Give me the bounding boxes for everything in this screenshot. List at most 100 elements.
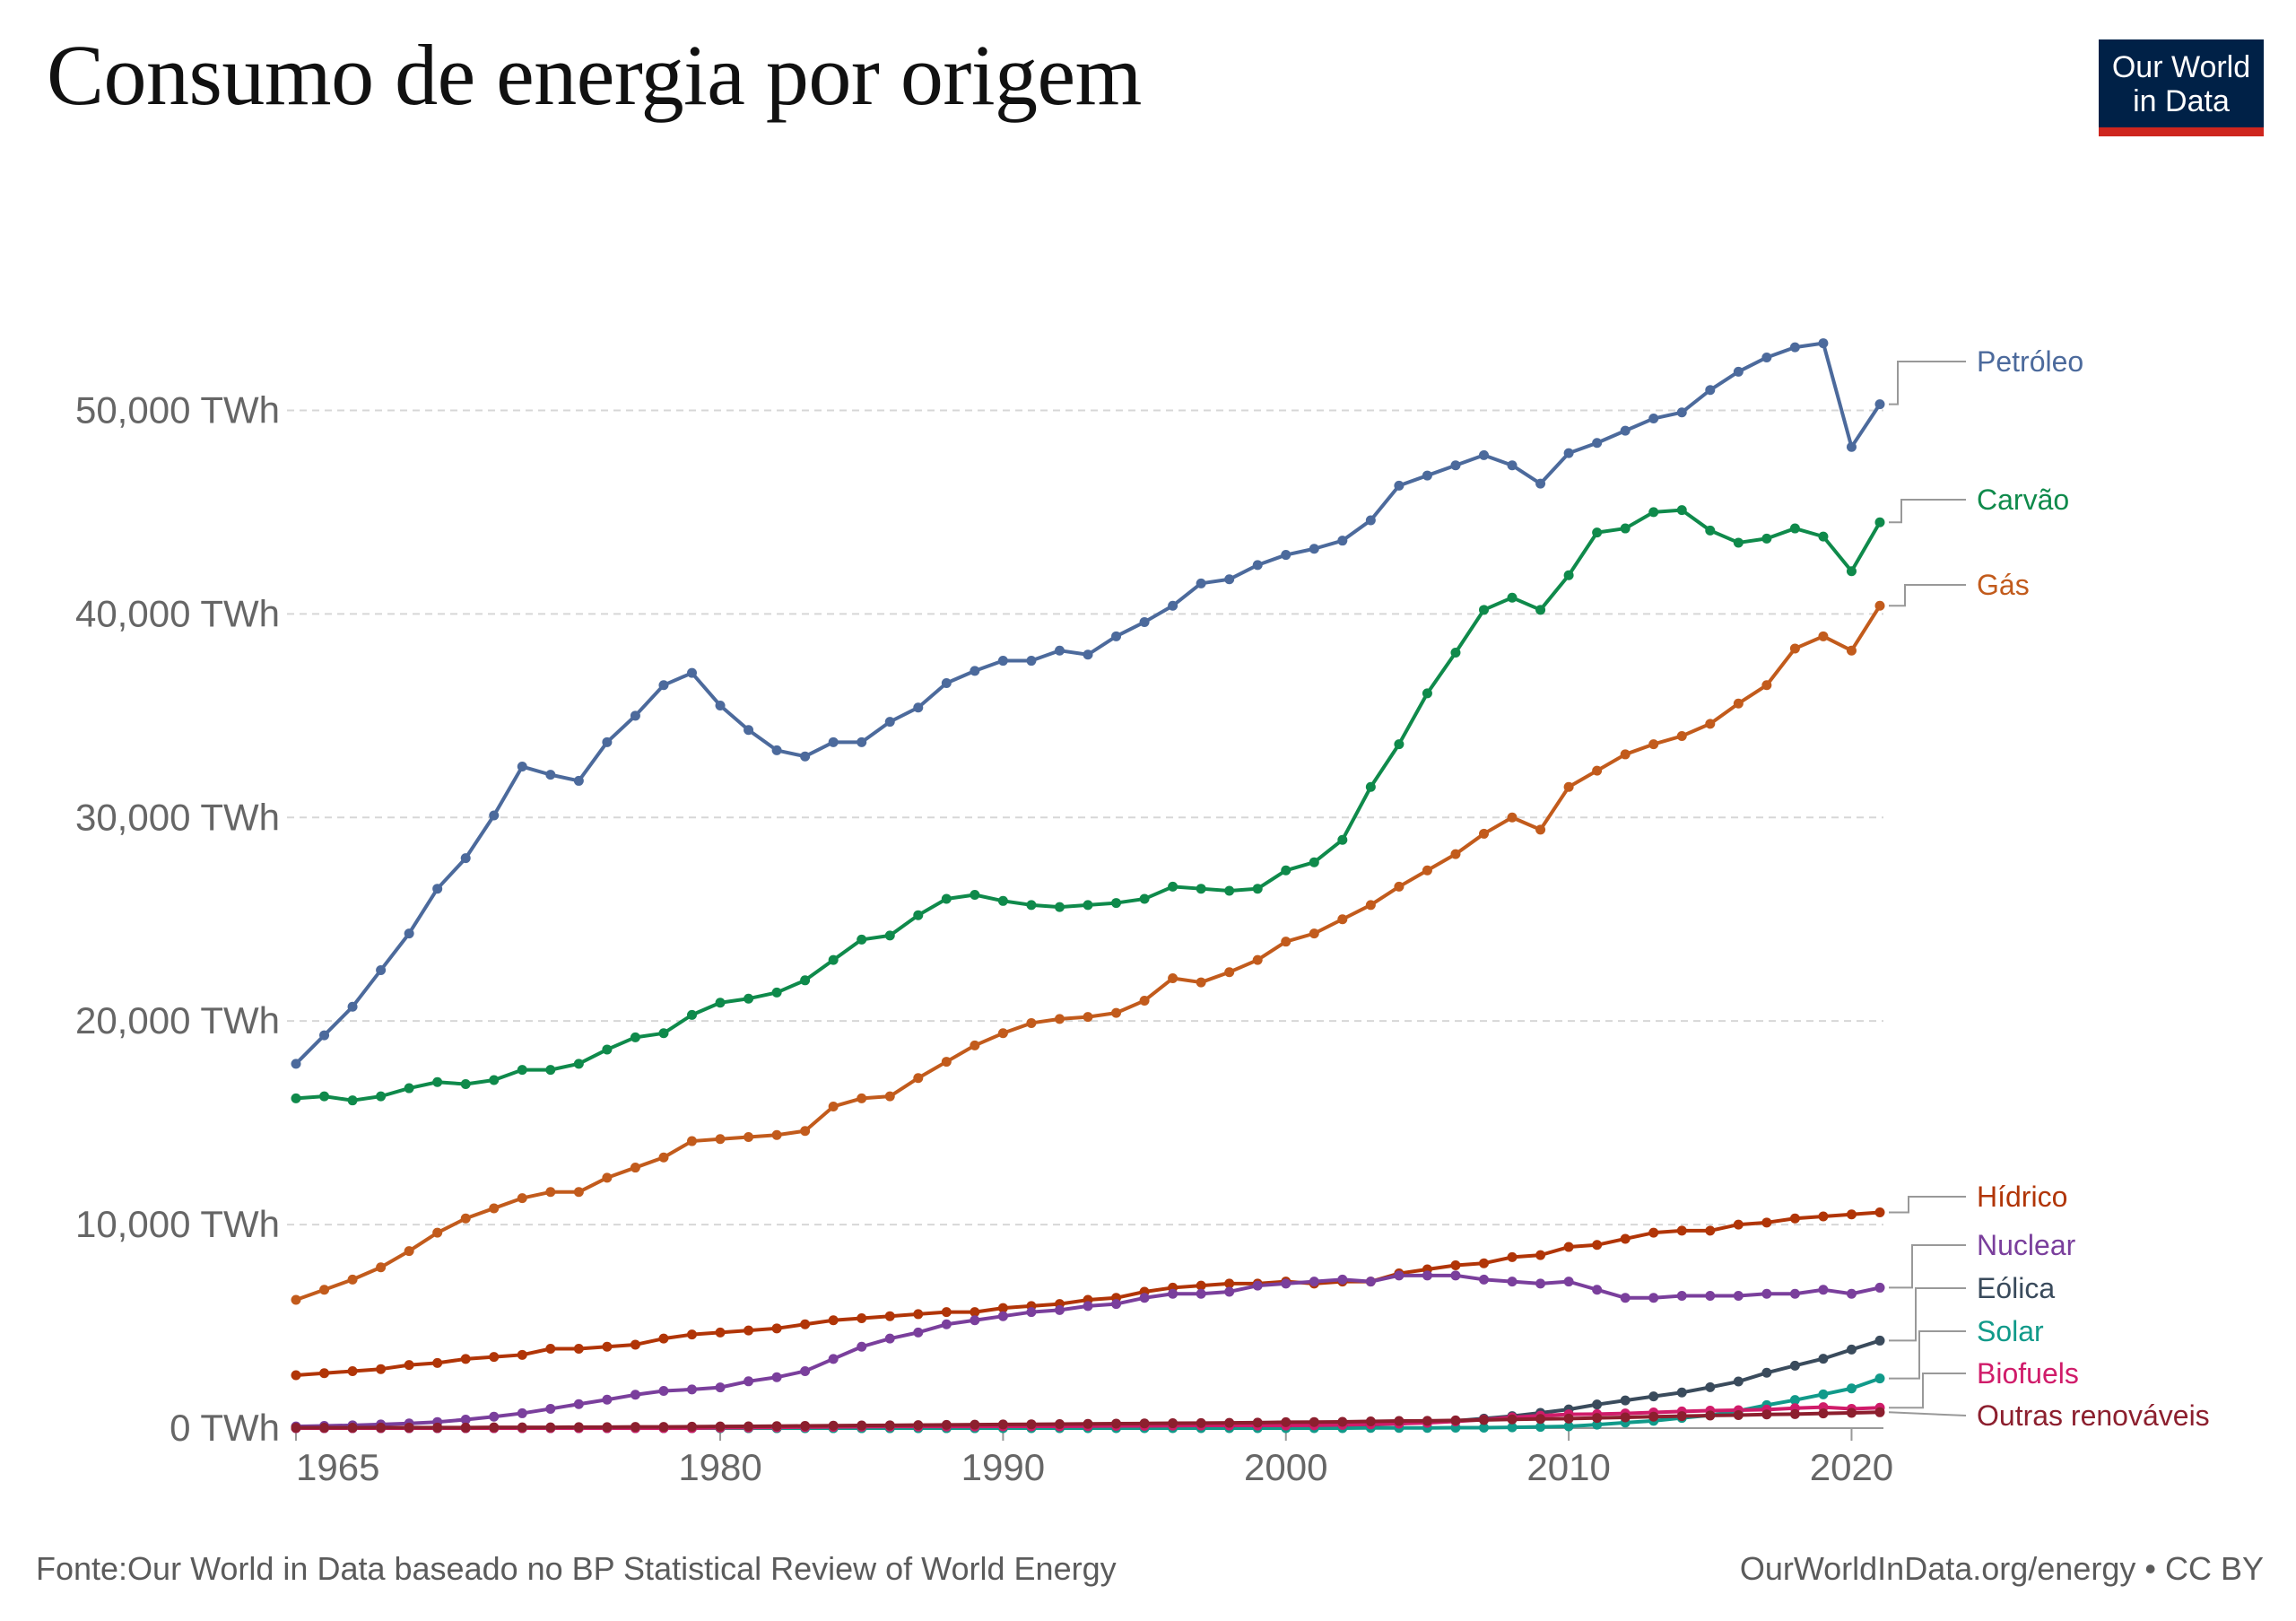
data-point[interactable]	[1789, 643, 1800, 654]
data-point[interactable]	[1761, 1288, 1772, 1299]
data-point[interactable]	[1224, 574, 1235, 585]
data-point[interactable]	[432, 884, 443, 894]
data-point[interactable]	[715, 1327, 726, 1338]
data-point[interactable]	[1281, 937, 1292, 947]
data-point[interactable]	[857, 736, 867, 747]
data-point[interactable]	[1139, 616, 1150, 627]
data-point[interactable]	[913, 1309, 924, 1320]
data-point[interactable]	[941, 1057, 952, 1068]
data-point[interactable]	[1507, 1414, 1518, 1425]
data-point[interactable]	[1846, 441, 1857, 452]
data-point[interactable]	[1337, 1416, 1348, 1427]
data-point[interactable]	[800, 1421, 811, 1432]
series-label[interactable]: Eólica	[1977, 1272, 2055, 1304]
data-point[interactable]	[460, 853, 471, 864]
data-point[interactable]	[1168, 881, 1178, 892]
data-point[interactable]	[1563, 1413, 1574, 1424]
owid-logo[interactable]: Our World in Data	[2099, 39, 2264, 136]
data-point[interactable]	[1252, 1417, 1263, 1428]
data-point[interactable]	[658, 1028, 669, 1039]
data-point[interactable]	[1252, 560, 1263, 571]
data-point[interactable]	[404, 1360, 414, 1371]
data-point[interactable]	[1309, 857, 1319, 867]
data-point[interactable]	[630, 1163, 640, 1173]
data-point[interactable]	[970, 1040, 980, 1050]
data-point[interactable]	[573, 1059, 584, 1069]
data-point[interactable]	[1648, 1391, 1659, 1402]
data-point[interactable]	[1479, 1415, 1489, 1425]
data-point[interactable]	[517, 1422, 527, 1433]
data-point[interactable]	[1224, 1278, 1235, 1289]
data-point[interactable]	[545, 1403, 556, 1414]
data-point[interactable]	[319, 1368, 330, 1379]
data-point[interactable]	[376, 964, 387, 975]
data-point[interactable]	[1309, 544, 1319, 554]
data-point[interactable]	[828, 1420, 839, 1431]
data-point[interactable]	[1168, 1418, 1178, 1429]
data-point[interactable]	[658, 1333, 669, 1344]
data-point[interactable]	[687, 1384, 697, 1395]
data-point[interactable]	[291, 1423, 301, 1434]
data-point[interactable]	[1620, 1412, 1631, 1423]
data-point[interactable]	[1874, 600, 1885, 611]
data-point[interactable]	[602, 736, 613, 747]
data-point[interactable]	[376, 1422, 387, 1433]
data-point[interactable]	[744, 993, 754, 1004]
data-point[interactable]	[630, 1422, 640, 1433]
data-point[interactable]	[1733, 1291, 1744, 1302]
data-point[interactable]	[1846, 1288, 1857, 1299]
data-point[interactable]	[1535, 605, 1546, 615]
data-point[interactable]	[630, 710, 640, 721]
data-point[interactable]	[1083, 649, 1093, 660]
data-point[interactable]	[1365, 900, 1376, 911]
data-point[interactable]	[1818, 338, 1829, 349]
data-point[interactable]	[319, 1285, 330, 1295]
data-point[interactable]	[1479, 828, 1489, 839]
data-point[interactable]	[1083, 900, 1093, 911]
data-point[interactable]	[1874, 1335, 1885, 1346]
data-point[interactable]	[744, 1325, 754, 1336]
data-point[interactable]	[1705, 1291, 1716, 1302]
data-point[interactable]	[884, 930, 895, 941]
data-point[interactable]	[1054, 1014, 1065, 1024]
data-point[interactable]	[687, 1421, 697, 1432]
data-point[interactable]	[828, 736, 839, 747]
data-point[interactable]	[1196, 1288, 1206, 1299]
data-point[interactable]	[1789, 1395, 1800, 1406]
data-point[interactable]	[744, 725, 754, 736]
data-point[interactable]	[1563, 1277, 1574, 1287]
data-point[interactable]	[1592, 438, 1603, 449]
data-point[interactable]	[1422, 688, 1432, 699]
data-point[interactable]	[630, 1339, 640, 1350]
data-point[interactable]	[432, 1076, 443, 1087]
data-point[interactable]	[1139, 1418, 1150, 1429]
data-point[interactable]	[489, 1203, 500, 1214]
data-point[interactable]	[687, 1329, 697, 1340]
data-point[interactable]	[1111, 898, 1122, 909]
data-point[interactable]	[658, 1152, 669, 1163]
data-point[interactable]	[1620, 1293, 1631, 1303]
series-line[interactable]	[295, 508, 1882, 1102]
data-point[interactable]	[602, 1172, 613, 1183]
data-point[interactable]	[1733, 537, 1744, 548]
data-point[interactable]	[1620, 1233, 1631, 1244]
data-point[interactable]	[1224, 885, 1235, 896]
data-point[interactable]	[1083, 1418, 1093, 1429]
data-point[interactable]	[404, 1246, 414, 1257]
data-point[interactable]	[1309, 1277, 1319, 1287]
data-point[interactable]	[1224, 1417, 1235, 1428]
data-point[interactable]	[1224, 967, 1235, 978]
data-point[interactable]	[1479, 1258, 1489, 1268]
data-point[interactable]	[1620, 749, 1631, 760]
data-point[interactable]	[744, 1421, 754, 1432]
data-point[interactable]	[884, 1420, 895, 1431]
data-point[interactable]	[913, 1327, 924, 1338]
data-point[interactable]	[404, 1422, 414, 1433]
data-point[interactable]	[744, 1376, 754, 1387]
data-point[interactable]	[1761, 352, 1772, 362]
data-point[interactable]	[347, 1423, 358, 1434]
data-point[interactable]	[1337, 536, 1348, 546]
data-point[interactable]	[1111, 1299, 1122, 1310]
data-point[interactable]	[744, 1132, 754, 1143]
data-point[interactable]	[1648, 1293, 1659, 1303]
